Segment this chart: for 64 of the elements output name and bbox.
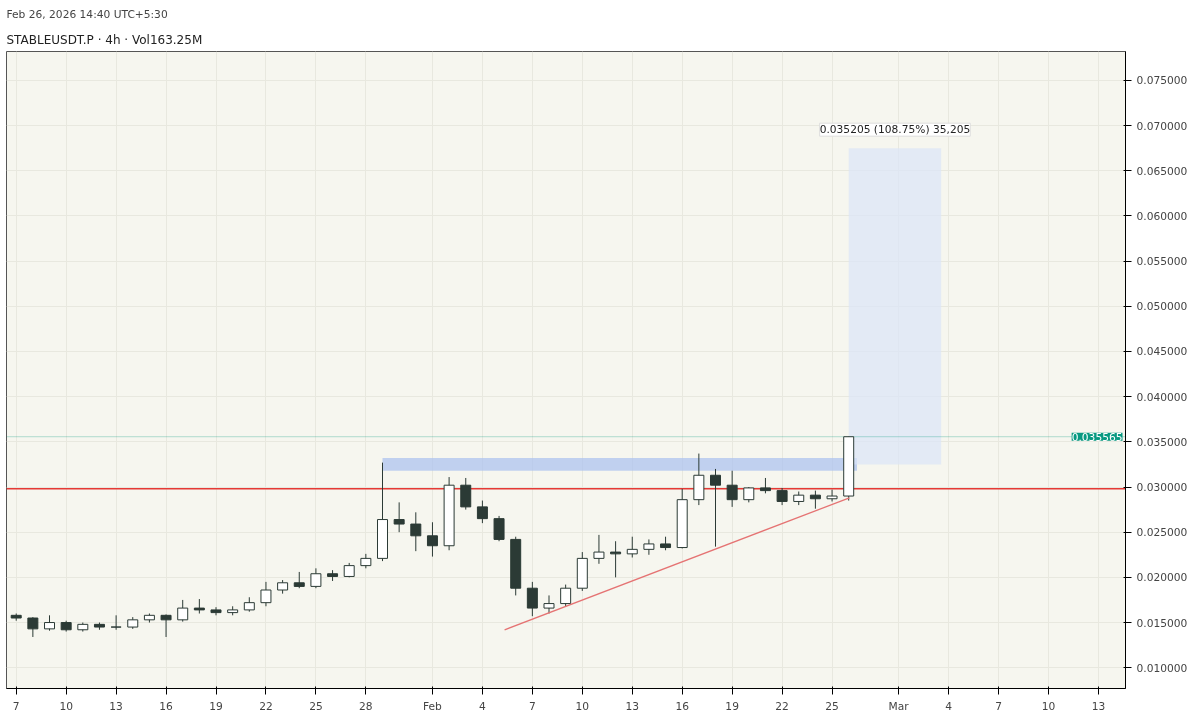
y-tick-label: 0.015000 xyxy=(1136,616,1188,630)
x-tick-label: 13 xyxy=(1091,699,1106,713)
y-tick-label: 0.065000 xyxy=(1136,164,1188,178)
candlestick xyxy=(626,536,638,558)
x-tick-label: 13 xyxy=(109,699,123,713)
candlestick xyxy=(177,599,189,623)
x-tick-label: 19 xyxy=(209,699,224,713)
text: Feb 26, 2026 14:40 UTC+5:30 xyxy=(6,7,168,21)
y-tick-label: 0.050000 xyxy=(1136,300,1188,314)
x-tick-label: 4 xyxy=(479,699,487,713)
x-tick-label: 10 xyxy=(1041,699,1056,713)
y-tick-label: 0.025000 xyxy=(1136,526,1188,540)
candlestick xyxy=(410,511,422,552)
x-tick-label: 16 xyxy=(159,699,174,713)
candlestick xyxy=(543,594,555,615)
x-tick-label: 7 xyxy=(528,699,536,713)
x-tick-label: 25 xyxy=(309,699,323,713)
candlestick xyxy=(110,614,122,631)
y-tick-label: 0.010000 xyxy=(1136,661,1188,675)
x-tick-label: 25 xyxy=(825,699,839,713)
x-tick-label: 16 xyxy=(675,699,690,713)
candlestick xyxy=(560,584,572,607)
x-tick-label: Feb xyxy=(423,699,443,713)
x-tick-label: 13 xyxy=(625,699,640,713)
candlestick xyxy=(476,500,488,524)
y-tick-label: 0.030000 xyxy=(1136,481,1188,495)
candlestick xyxy=(593,534,605,565)
x-tick-label: 22 xyxy=(259,699,273,713)
candlestick xyxy=(493,515,505,542)
candlestick xyxy=(426,521,438,558)
x-tick-label: 4 xyxy=(945,699,953,713)
candlestick xyxy=(260,581,272,607)
candlestick xyxy=(526,581,538,617)
candlestick xyxy=(310,567,322,589)
candlestick xyxy=(610,540,622,578)
chart-title: STABLEUSDT.P · 4h · Vol163.25M xyxy=(6,32,203,47)
candlestick xyxy=(826,489,838,502)
x-tick-label: 10 xyxy=(575,699,590,713)
y-tick-label: 0.035000 xyxy=(1136,435,1188,449)
candlestick xyxy=(809,490,821,510)
candlestick xyxy=(27,616,39,638)
x-tick-label: 19 xyxy=(725,699,740,713)
x-tick-label: 22 xyxy=(775,699,789,713)
y-tick-label: 0.070000 xyxy=(1136,119,1188,133)
candlestick xyxy=(710,468,721,548)
y-tick-label: 0.040000 xyxy=(1136,390,1188,404)
candlestick xyxy=(210,606,222,616)
y-tick-label: 0.055000 xyxy=(1136,255,1188,269)
x-tick-label: Mar xyxy=(888,699,910,713)
candlestick xyxy=(393,501,405,533)
y-tick-label: 0.045000 xyxy=(1136,345,1188,359)
x-tick-label: 10 xyxy=(59,699,74,713)
ref-line-label: 0.035565 xyxy=(1071,430,1123,444)
candlestick xyxy=(460,477,472,511)
y-tick-label: 0.060000 xyxy=(1136,209,1188,223)
x-tick-label: 28 xyxy=(359,699,373,713)
y-tick-label: 0.020000 xyxy=(1136,571,1188,585)
x-tick-label: 7 xyxy=(12,699,20,713)
candlestick xyxy=(643,538,655,556)
candlestick xyxy=(726,470,738,508)
y-tick-label: 0.075000 xyxy=(1136,74,1188,88)
candlestick xyxy=(160,613,172,638)
x-tick-label: 7 xyxy=(995,699,1002,713)
annotation: 0.035205 (108.75%) 35,205 xyxy=(819,123,971,137)
